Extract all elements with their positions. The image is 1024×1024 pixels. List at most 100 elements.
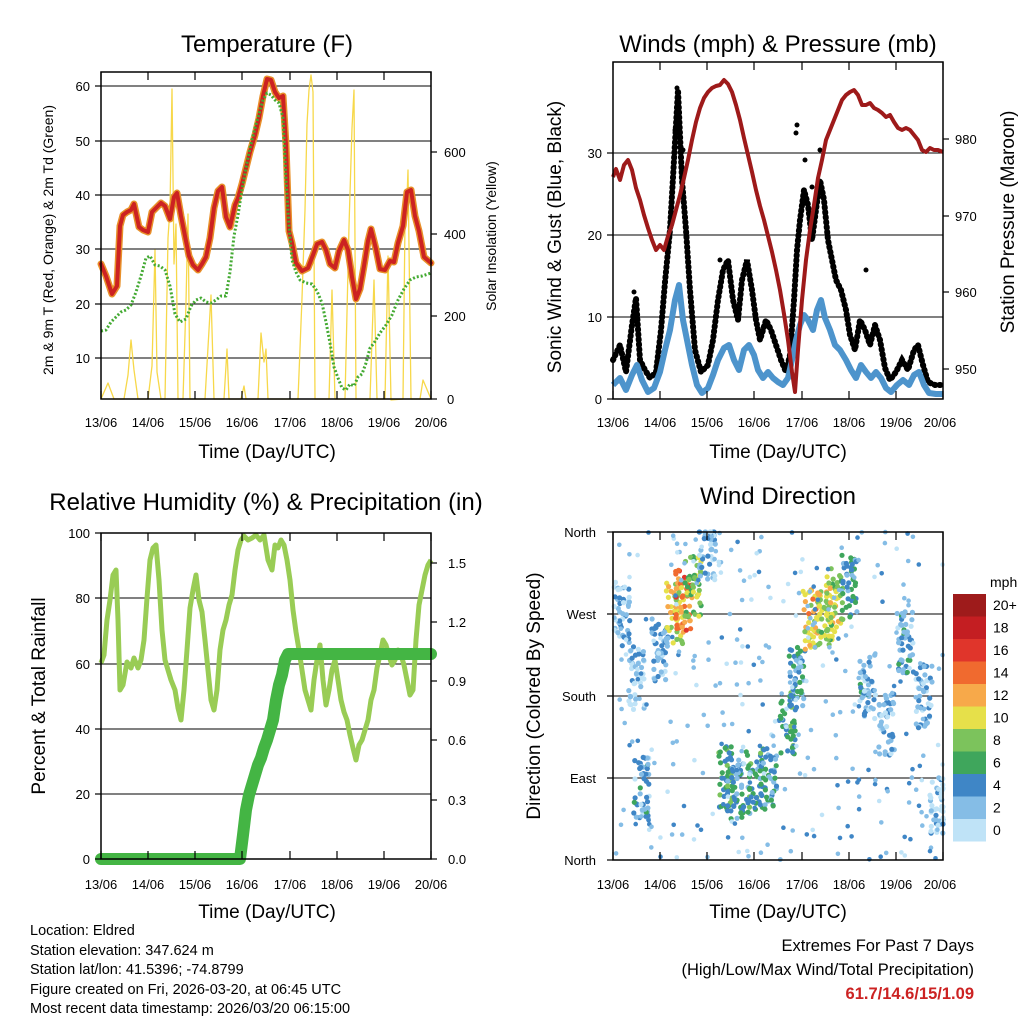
direction-point	[810, 634, 817, 640]
direction-point	[670, 533, 676, 538]
direction-point	[640, 649, 647, 655]
temperature-xtick-label: 14/06	[132, 415, 165, 430]
direction-point	[628, 702, 634, 708]
direction-point	[766, 774, 772, 780]
direction-scatter-points	[611, 529, 946, 862]
direction-point	[716, 753, 722, 759]
direction-point	[790, 749, 796, 755]
humidity-ytick-label: 60	[76, 657, 90, 672]
direction-point	[679, 624, 685, 630]
direction-point	[935, 822, 941, 828]
direction-point	[631, 681, 637, 687]
direction-point	[740, 744, 746, 750]
direction-point	[936, 775, 942, 781]
direction-point	[829, 633, 835, 639]
direction-point	[791, 663, 797, 669]
station-pressure-series	[611, 78, 944, 394]
direction-point	[669, 832, 675, 837]
direction-point	[725, 778, 731, 784]
direction-point	[630, 706, 637, 713]
direction-point	[861, 688, 868, 694]
direction-point	[879, 712, 885, 718]
direction-point	[854, 609, 860, 615]
direction-point	[619, 657, 624, 662]
direction-point	[734, 815, 740, 821]
direction-point	[745, 848, 750, 854]
direction-point	[891, 683, 897, 689]
direction-point	[883, 850, 889, 856]
direction-point	[896, 661, 902, 667]
direction-point	[754, 759, 760, 765]
direction-point	[882, 692, 888, 699]
direction-point	[700, 556, 706, 562]
direction-point	[633, 814, 639, 820]
direction-point	[837, 835, 843, 841]
direction-point	[894, 630, 899, 635]
direction-point	[637, 696, 642, 701]
location-text: Location: Eldred	[30, 923, 135, 939]
direction-point	[712, 556, 717, 562]
direction-point	[739, 784, 744, 790]
direction-point	[619, 706, 624, 712]
direction-point	[699, 544, 704, 550]
direction-point	[793, 657, 800, 663]
precip-ytick-label: 0.6	[448, 733, 466, 748]
direction-point	[727, 611, 733, 617]
direction-point	[810, 622, 816, 628]
direction-point	[789, 647, 795, 653]
legend-title: mph	[990, 574, 1017, 590]
direction-point	[816, 603, 823, 609]
direction-point	[812, 645, 818, 650]
direction-point	[865, 700, 871, 706]
direction-point	[834, 657, 839, 662]
direction-point	[826, 607, 831, 612]
temperature-ytick-label: 40	[76, 188, 90, 203]
humidity-xtick-label: 20/06	[415, 877, 448, 892]
direction-point	[857, 658, 863, 664]
direction-point	[626, 594, 632, 600]
direction-point	[756, 655, 762, 661]
direction-point	[674, 739, 679, 744]
direction-point	[915, 725, 922, 731]
winds-xtick-label: 18/06	[833, 415, 866, 430]
direction-point	[798, 688, 804, 694]
direction-point	[631, 799, 637, 805]
direction-point	[713, 683, 718, 688]
direction-point	[758, 781, 764, 787]
direction-ytick-label: East	[570, 771, 596, 786]
extremes-subtitle: (High/Low/Max Wind/Total Precipitation)	[681, 961, 974, 979]
direction-point	[848, 555, 854, 561]
direction-point	[784, 724, 789, 730]
direction-point	[890, 734, 896, 740]
direction-point	[827, 585, 833, 592]
direction-point	[613, 851, 619, 856]
direction-point	[661, 629, 667, 635]
direction-point	[675, 550, 680, 555]
legend-label: 14	[993, 665, 1009, 681]
direction-point	[906, 602, 911, 608]
direction-point	[888, 707, 894, 713]
direction-point	[811, 584, 816, 589]
direction-point	[717, 680, 723, 686]
direction-point	[617, 586, 623, 592]
direction-point	[840, 578, 846, 585]
direction-point	[697, 569, 704, 575]
direction-point	[824, 613, 830, 619]
direction-point	[617, 697, 622, 702]
direction-point	[916, 803, 922, 809]
direction-point	[643, 771, 649, 777]
direction-point	[627, 574, 632, 580]
direction-point	[682, 561, 687, 566]
direction-point	[910, 640, 916, 646]
humidity-ylabel-left: Percent & Total Rainfall	[29, 597, 50, 794]
direction-point	[770, 733, 776, 739]
direction-xtick-label: 16/06	[738, 877, 771, 892]
direction-point	[638, 684, 644, 690]
direction-point	[872, 781, 878, 787]
direction-ytick-label: South	[562, 689, 596, 704]
direction-point	[839, 607, 845, 614]
direction-point	[884, 724, 890, 730]
direction-point	[910, 534, 916, 540]
direction-point	[928, 795, 934, 801]
direction-point	[759, 792, 765, 799]
